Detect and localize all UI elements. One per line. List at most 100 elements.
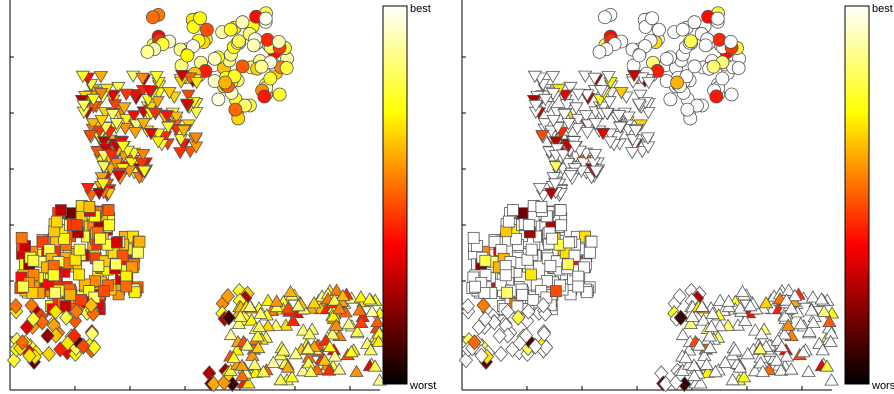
triangle-up-marker [753,356,768,369]
triangle-up-marker [241,376,256,389]
square-marker [102,204,115,217]
triangle-up-marker [806,315,821,329]
triangle-up-marker [699,357,714,370]
diamond-marker [84,297,99,314]
triangle-down-marker [117,102,132,115]
triangle-down-marker [160,121,176,134]
triangle-up-marker [260,293,276,306]
triangle-down-marker [176,125,191,138]
diamond-marker [19,319,34,336]
triangle-up-marker [777,327,792,340]
triangle-down-marker [76,100,92,113]
triangle-up-marker [704,319,719,332]
square-marker [36,235,49,248]
triangle-up-marker [284,370,300,383]
square-marker [94,232,106,245]
square-marker [502,215,515,228]
triangle-up-marker [769,353,784,366]
square-marker [521,253,534,266]
circle-marker [223,22,238,37]
triangle-down-marker [111,81,126,95]
triangle-down-marker [633,89,648,102]
diamond-marker [59,309,74,326]
circle-marker [724,87,739,102]
triangle-up-marker [233,309,248,322]
square-marker [49,286,62,299]
triangle-down-marker [535,129,550,143]
triangle-up-marker [223,363,238,376]
diamond-marker [537,325,552,342]
circle-marker [260,32,275,47]
circle-marker [709,89,724,104]
square-marker [73,243,86,256]
square-marker [59,300,72,313]
triangle-down-marker [162,87,177,100]
triangle-down-marker [624,147,640,160]
triangle-down-marker [547,178,563,191]
square-marker [507,204,519,216]
triangle-up-marker [276,343,291,356]
triangle-up-marker [802,324,817,338]
triangle-down-marker [141,85,157,98]
triangle-up-marker [250,340,266,354]
triangle-up-marker [779,293,794,306]
triangle-down-marker [580,127,595,140]
circle-marker [683,34,698,49]
diamond-marker [69,303,84,320]
diamond-marker [87,339,102,356]
triangle-up-marker [341,317,357,330]
circle-marker [687,59,702,74]
triangle-up-marker [693,376,708,389]
triangle-down-marker [545,71,561,84]
triangle-down-marker [172,147,188,160]
triangle-down-marker [578,110,594,123]
triangle-up-marker [678,350,693,364]
triangle-up-marker [773,363,789,376]
right-colorbar-top-label: best [872,3,893,15]
triangle-up-marker [755,364,771,378]
circle-marker [597,10,612,25]
circle-marker [231,34,246,49]
right-scatter-points [458,6,840,393]
circle-marker [263,71,278,86]
triangle-down-marker [626,70,642,83]
circle-marker [645,11,660,26]
triangle-down-marker [181,89,196,102]
triangle-up-marker [702,329,717,342]
triangle-up-marker [824,373,839,386]
triangle-down-marker [601,71,616,84]
triangle-up-marker [725,373,740,386]
triangle-down-marker [567,140,583,154]
circle-marker [200,22,214,37]
triangle-up-marker [317,353,332,366]
square-marker [70,219,83,231]
triangle-up-marker [280,360,296,373]
square-marker [549,285,562,298]
circle-marker [592,45,607,59]
triangle-up-marker [344,345,359,358]
triangle-down-marker [595,127,611,141]
triangle-up-marker [256,364,271,378]
triangle-up-marker [685,309,700,322]
square-marker [17,280,29,293]
triangle-down-marker [189,107,204,120]
triangle-down-marker [188,132,204,145]
triangle-down-marker [111,170,126,183]
triangle-down-marker [528,100,544,113]
triangle-down-marker [137,165,152,178]
triangle-up-marker [735,284,750,298]
circle-marker [687,15,702,30]
triangle-up-marker [783,362,799,375]
circle-marker [723,34,738,49]
triangle-down-marker [561,118,576,131]
square-marker [133,235,146,248]
triangle-up-marker [252,319,267,332]
square-marker [554,204,567,217]
triangle-up-marker [354,315,369,329]
circle-marker [272,87,287,102]
triangle-up-marker [286,313,301,327]
square-marker [469,280,481,293]
square-marker [572,270,585,283]
square-marker [83,201,96,213]
right-colorbar-gradient [844,5,870,385]
